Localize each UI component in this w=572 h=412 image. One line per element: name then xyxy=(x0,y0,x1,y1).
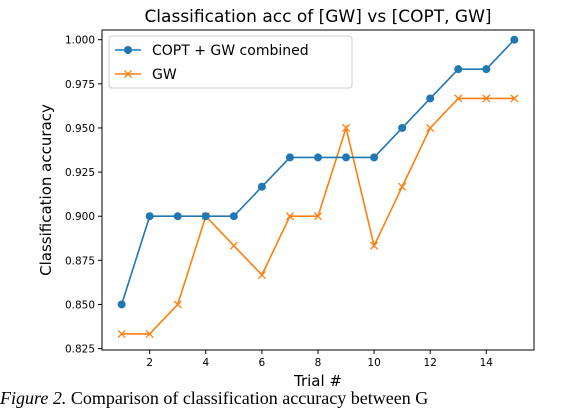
data-point xyxy=(229,212,238,221)
data-point xyxy=(285,212,295,221)
y-tick-label: 0.850 xyxy=(65,299,95,311)
y-tick-label: 0.975 xyxy=(65,79,95,91)
x-tick-label: 14 xyxy=(480,357,494,369)
y-tick-label: 0.900 xyxy=(65,211,95,223)
x-tick-label: 12 xyxy=(424,357,437,369)
x-axis-label: Trial # xyxy=(293,372,342,388)
figure-label: Figure 2. xyxy=(0,388,67,408)
legend-label: COPT + GW combined xyxy=(152,43,309,59)
data-point xyxy=(201,212,210,221)
y-tick-label: 0.875 xyxy=(65,255,95,267)
data-point xyxy=(370,241,379,250)
data-point xyxy=(342,153,351,162)
data-point xyxy=(313,212,323,221)
data-point xyxy=(145,329,154,338)
y-tick-label: 0.925 xyxy=(65,167,95,179)
data-point xyxy=(398,123,407,132)
caption-text: Comparison of classification accuracy be… xyxy=(66,388,429,408)
data-point xyxy=(510,94,519,103)
data-point xyxy=(257,182,266,191)
y-tick-label: 0.950 xyxy=(65,123,95,135)
x-tick-label: 10 xyxy=(367,357,380,369)
x-tick-label: 8 xyxy=(315,357,322,369)
y-axis-label: Classification accuracy xyxy=(37,104,55,276)
data-point xyxy=(257,270,266,280)
data-point xyxy=(426,123,435,133)
data-point xyxy=(117,300,126,309)
legend-label: GW xyxy=(152,67,177,83)
data-point xyxy=(398,182,407,191)
legend: COPT + GW combined GW xyxy=(108,35,353,89)
x-tick-label: 2 xyxy=(146,357,153,369)
data-point xyxy=(229,241,238,250)
data-point xyxy=(454,65,463,74)
y-tick-label: 0.825 xyxy=(65,344,95,356)
y-tick-label: 1.000 xyxy=(65,35,95,47)
chart: Classification acc of [GW] vs [COPT, GW]… xyxy=(37,7,535,388)
plot-area: 2 4 6 8 10 12 14 0.825 0.850 0.875 0.900 0.925 0.950… xyxy=(65,29,535,369)
data-point xyxy=(482,94,491,103)
data-point xyxy=(482,65,491,74)
data-point xyxy=(510,35,519,44)
legend-frame xyxy=(108,35,353,89)
data-point xyxy=(173,300,182,309)
data-point xyxy=(370,153,379,162)
data-point xyxy=(117,329,126,338)
data-point xyxy=(454,94,463,103)
legend-marker xyxy=(124,46,132,54)
data-point xyxy=(173,212,182,221)
x-tick-label: 6 xyxy=(259,357,266,369)
data-point xyxy=(314,153,322,162)
figure-caption: Figure 2. Comparison of classification a… xyxy=(0,388,572,412)
x-tick-label: 4 xyxy=(202,357,209,369)
data-point xyxy=(285,153,294,162)
data-point xyxy=(145,212,154,221)
legend-marker xyxy=(123,69,133,79)
data-point xyxy=(341,123,351,133)
chart-title: Classification acc of [GW] vs [COPT, GW] xyxy=(144,7,491,27)
data-point xyxy=(426,94,435,103)
